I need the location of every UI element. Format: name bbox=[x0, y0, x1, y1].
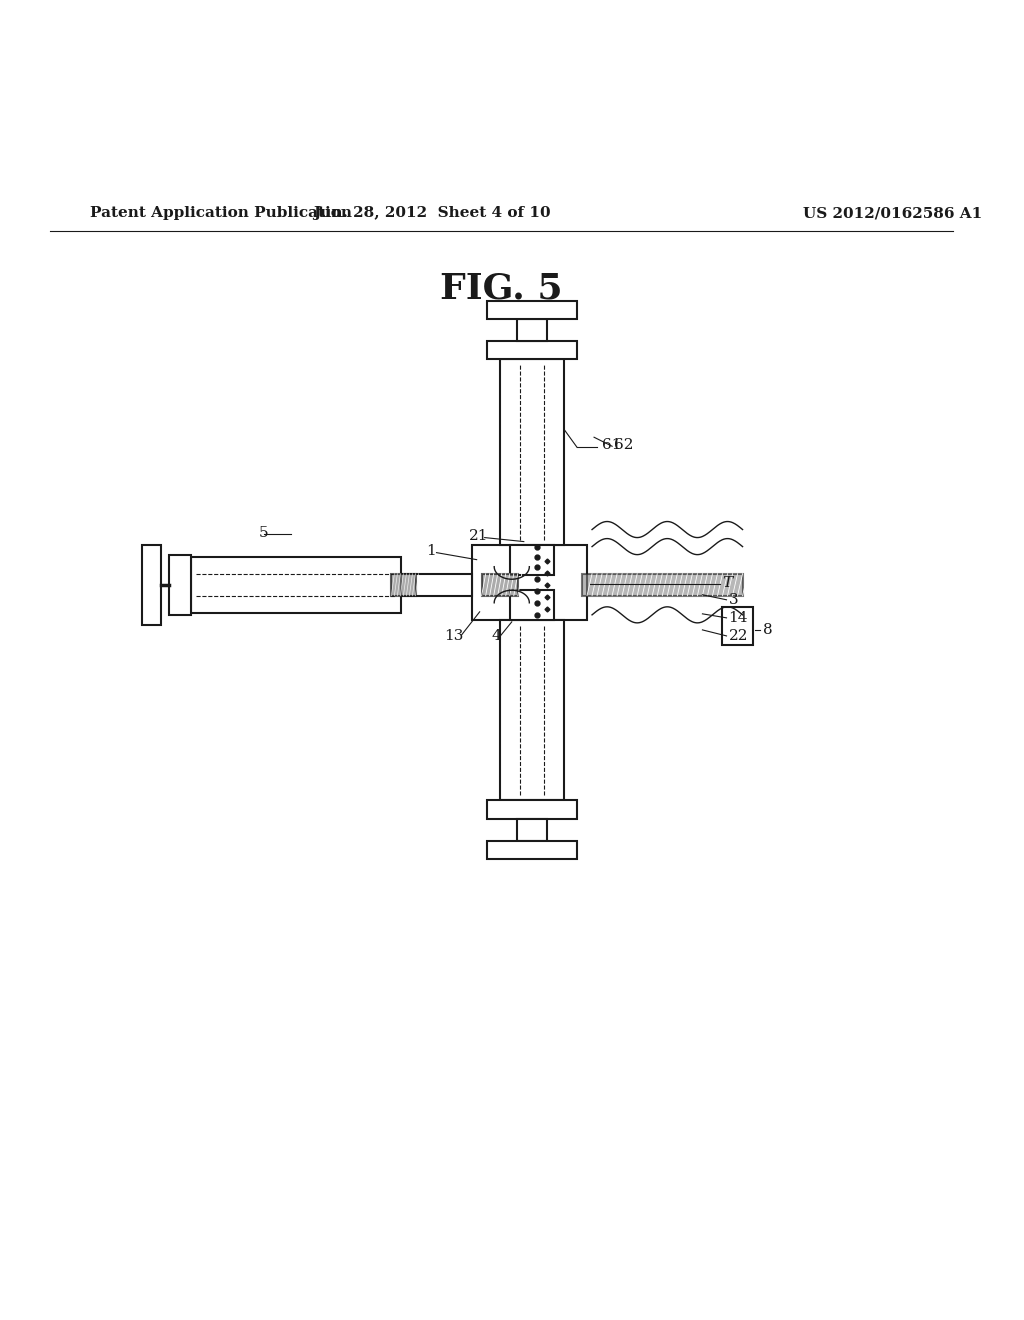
Bar bbox=[500, 359, 564, 545]
Bar bbox=[481, 574, 518, 595]
Bar bbox=[510, 545, 554, 574]
Text: 62: 62 bbox=[614, 438, 634, 453]
Bar bbox=[142, 545, 161, 624]
Text: 4: 4 bbox=[492, 628, 502, 643]
Text: 22: 22 bbox=[728, 628, 748, 643]
Text: FIG. 5: FIG. 5 bbox=[440, 272, 563, 306]
Text: US 2012/0162586 A1: US 2012/0162586 A1 bbox=[803, 206, 982, 220]
Text: T: T bbox=[723, 576, 732, 590]
Bar bbox=[401, 574, 472, 595]
Text: 14: 14 bbox=[728, 611, 748, 624]
Bar bbox=[500, 620, 564, 800]
Text: 8: 8 bbox=[763, 623, 772, 638]
Bar bbox=[391, 574, 417, 595]
Bar bbox=[486, 341, 577, 359]
Bar bbox=[510, 590, 554, 620]
Text: 5: 5 bbox=[259, 525, 268, 540]
Bar bbox=[517, 319, 547, 341]
Bar bbox=[486, 800, 577, 818]
Text: 21: 21 bbox=[469, 528, 488, 543]
Bar bbox=[723, 607, 753, 645]
Text: 3: 3 bbox=[728, 593, 738, 607]
Text: 61: 61 bbox=[602, 438, 622, 453]
Bar bbox=[486, 841, 577, 859]
Bar bbox=[190, 557, 401, 612]
Bar bbox=[582, 574, 742, 595]
Text: Jun. 28, 2012  Sheet 4 of 10: Jun. 28, 2012 Sheet 4 of 10 bbox=[312, 206, 550, 220]
Bar bbox=[169, 554, 190, 615]
Text: 1: 1 bbox=[426, 544, 436, 557]
Text: Patent Application Publication: Patent Application Publication bbox=[90, 206, 352, 220]
Bar bbox=[486, 301, 577, 319]
Text: 13: 13 bbox=[444, 628, 464, 643]
Bar bbox=[517, 818, 547, 841]
Bar bbox=[472, 545, 587, 620]
